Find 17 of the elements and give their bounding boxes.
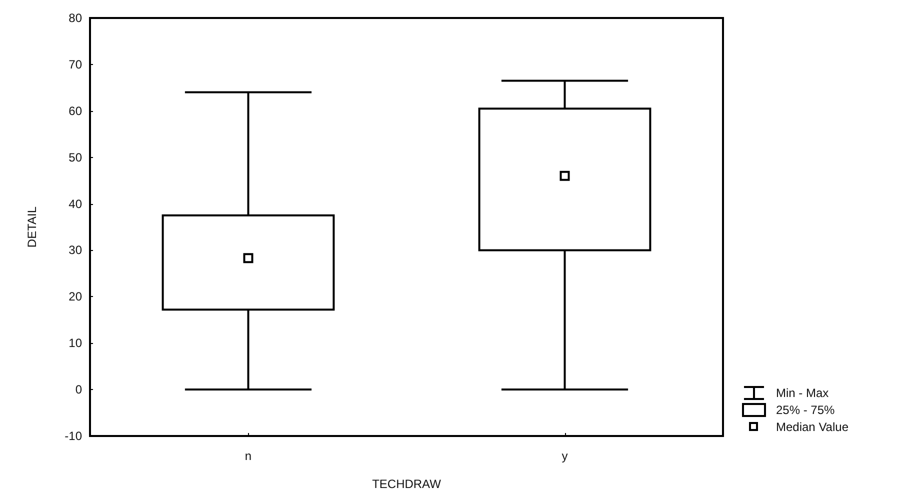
y-tick-label: 50 <box>68 150 82 164</box>
y-tick-label: 60 <box>68 104 82 118</box>
text: 25% - 75% <box>776 402 835 416</box>
text: Min - Max <box>776 386 829 400</box>
y-tick-label: 30 <box>68 243 82 258</box>
y-tick-label: -10 <box>64 429 82 443</box>
y-axis-title: DETAIL <box>25 206 39 248</box>
y-tick-label: 20 <box>68 290 82 304</box>
y-tick-label: 40 <box>68 196 82 211</box>
x-tick-label: n <box>244 449 252 463</box>
y-tick-label: 0 <box>75 382 82 397</box>
x-axis-title: TECHDRAW <box>372 477 442 491</box>
y-tick-label: 70 <box>68 57 82 72</box>
y-tick-label: 10 <box>68 336 82 350</box>
y-tick-label: 80 <box>68 11 82 25</box>
text: Median Value <box>776 420 848 434</box>
x-tick-label: y <box>562 449 568 463</box>
